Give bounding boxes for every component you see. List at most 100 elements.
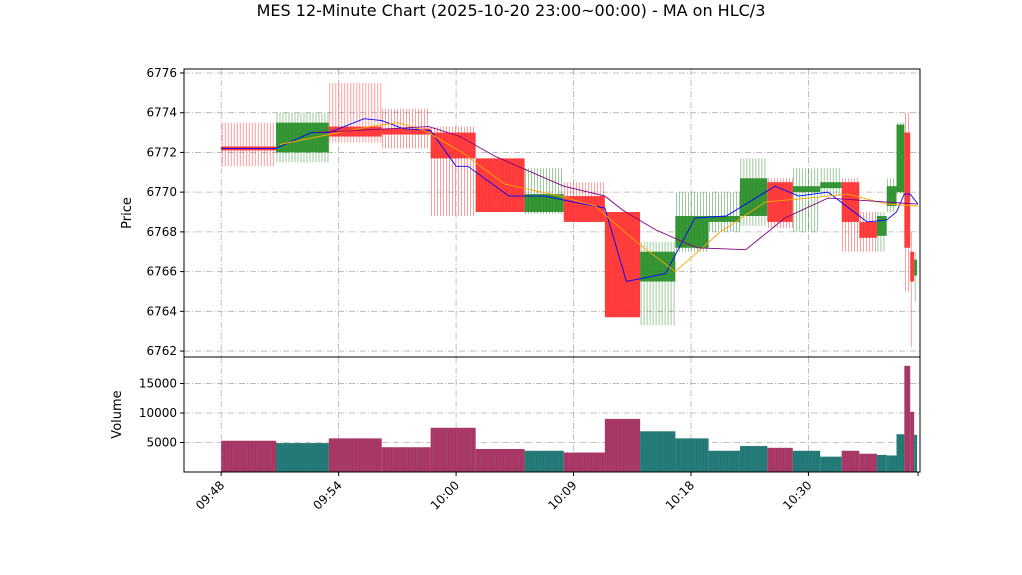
volume-bar-fill [604, 418, 641, 472]
volume-bar [886, 455, 897, 472]
price-ytick-label: 6772 [146, 145, 177, 159]
volume-bar-fill [841, 450, 860, 472]
candle [910, 231, 915, 348]
price-axes-frame [183, 68, 921, 358]
price-ytick-label: 6776 [146, 66, 177, 80]
volume-axes-frame [183, 356, 921, 473]
candle [896, 122, 905, 195]
volume-bar-fill [221, 440, 276, 472]
volume-bar [739, 446, 768, 472]
volume-bars-layer [221, 365, 918, 472]
ma-line [221, 118, 919, 283]
volume-bar [604, 418, 641, 472]
candle [859, 212, 877, 252]
volume-bar-fill [914, 434, 918, 472]
candle [914, 251, 918, 302]
volume-bar [276, 443, 329, 472]
candle-body [640, 251, 676, 282]
candle [328, 82, 382, 143]
volume-bar-fill [767, 447, 793, 472]
candle-body [792, 186, 821, 193]
candle-body [820, 182, 842, 189]
candle [876, 212, 887, 252]
volume-axis-label: Volume [110, 390, 125, 438]
price-ytick-label: 6766 [146, 265, 177, 279]
candle-body [896, 124, 905, 193]
volume-bar [475, 449, 525, 472]
ma-line [315, 126, 919, 251]
price-ytick-label: 6770 [146, 185, 177, 199]
volume-bar-fill [708, 450, 740, 472]
candle [708, 192, 740, 232]
candle-body [904, 132, 911, 248]
volume-bar-fill [904, 365, 911, 472]
volume-bar [524, 450, 564, 472]
volume-bar [876, 454, 887, 472]
candle [381, 108, 431, 149]
candle-body [675, 215, 709, 248]
volume-bar [640, 431, 676, 472]
price-ytick-label: 6774 [146, 106, 177, 120]
candle [904, 112, 911, 292]
volume-bar [381, 447, 431, 472]
candle-body [328, 126, 382, 137]
volume-bar-fill [563, 452, 605, 472]
volume-bar [767, 447, 793, 472]
ma-line [279, 122, 919, 273]
xtick-label: 10:30 [780, 478, 814, 512]
volume-bar-fill [475, 449, 525, 472]
volume-bar [221, 440, 276, 472]
volume-bar-fill [675, 438, 709, 472]
volume-bar-fill [859, 453, 877, 472]
price-ytick-label: 6762 [146, 344, 177, 358]
volume-bar-fill [896, 434, 905, 472]
price-axis-label: Price [120, 197, 135, 229]
candle-body [524, 194, 564, 213]
volume-ytick-label: 15000 [139, 377, 177, 391]
volume-ytick-label: 10000 [139, 406, 177, 420]
chart-title: MES 12-Minute Chart (2025-10-20 23:00~00… [256, 1, 766, 20]
volume-bar [792, 450, 821, 472]
candle [563, 182, 605, 222]
grid-layer [184, 69, 920, 472]
candle-body [381, 128, 431, 135]
xtick-label: 10:00 [428, 478, 462, 512]
volume-bar-fill [430, 427, 476, 472]
candle-body [886, 186, 897, 207]
volume-bar [675, 438, 709, 472]
candle-body [430, 132, 476, 159]
candle-body [914, 259, 918, 276]
candle [604, 212, 641, 318]
volume-bar-fill [739, 446, 768, 472]
moving-averages-layer [221, 118, 919, 283]
volume-bar [904, 365, 911, 472]
candle-body [475, 158, 525, 213]
candle [675, 192, 709, 252]
volume-bar-fill [792, 450, 821, 472]
candle-body [841, 182, 860, 222]
volume-bar [914, 434, 918, 472]
candle [886, 178, 897, 213]
candle-body [876, 215, 887, 236]
candle [640, 241, 676, 326]
candle [524, 168, 564, 214]
volume-ytick-label: 5000 [146, 436, 177, 450]
candle [430, 126, 476, 216]
candle-body [910, 251, 915, 282]
volume-bar [841, 450, 860, 472]
candle [767, 178, 793, 228]
candle-body [276, 122, 329, 153]
volume-bar [859, 453, 877, 472]
xtick-label: 10:18 [663, 478, 697, 512]
xtick-label: 09:48 [193, 478, 227, 512]
volume-bar-fill [381, 447, 431, 472]
candle [792, 168, 821, 232]
xtick-label: 10:09 [545, 478, 579, 512]
candle-body [859, 221, 877, 238]
candle-body [604, 212, 641, 318]
price-ytick-label: 6768 [146, 225, 177, 239]
volume-bar-fill [640, 431, 676, 472]
volume-bar [910, 411, 915, 472]
candle [221, 122, 276, 167]
volume-bar [430, 427, 476, 472]
